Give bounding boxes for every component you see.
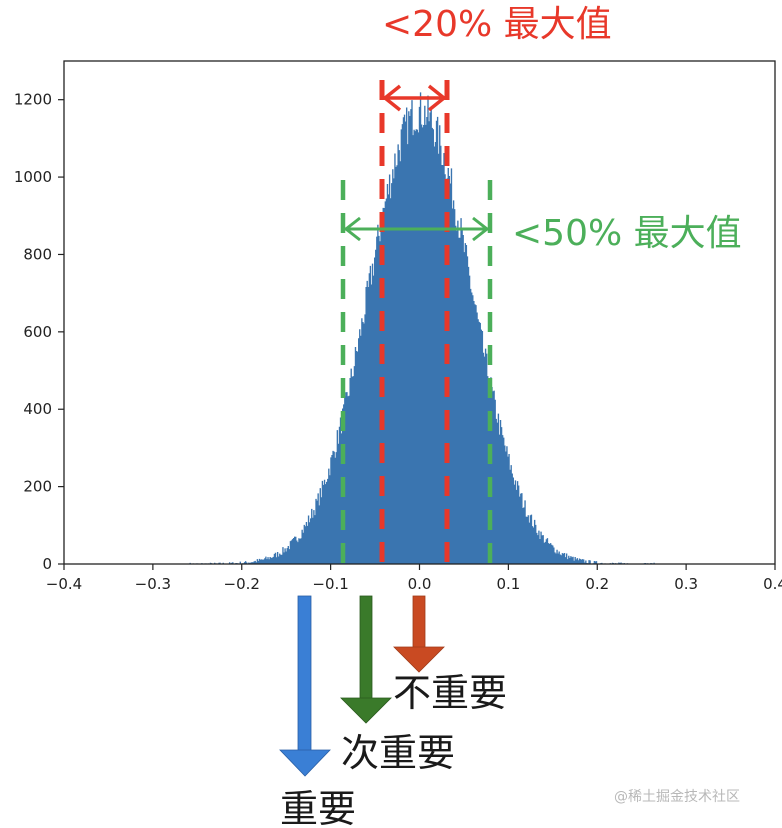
x-tick-label: 0.2 [585,575,609,593]
x-tick-label: −0.3 [135,575,171,593]
orange-arrow-icon [393,595,445,673]
importance-arrows: 不重要 次重要 重要 [279,595,507,828]
green-double-arrow [343,216,490,242]
x-tick-label: 0.4 [763,575,782,593]
x-tick-label: −0.2 [224,575,260,593]
y-tick-label: 600 [23,323,52,341]
x-axis: −0.4 −0.3 −0.2 −0.1 0.0 0.1 0.2 0.3 0.4 [46,564,782,593]
red-band-label: <20% 最大值 [382,4,612,45]
y-tick-label: 400 [23,400,52,418]
y-tick-label: 1000 [14,168,52,186]
label-secondary: 次重要 [341,731,455,775]
red-double-arrow [382,84,447,112]
label-unimportant: 不重要 [393,671,507,715]
histogram-bars [188,92,661,565]
watermark: @稀土掘金技术社区 [614,789,740,805]
x-tick-label: −0.1 [312,575,348,593]
x-tick-label: 0.1 [496,575,520,593]
green-50pct-band: <50% 最大值 [340,180,742,570]
y-tick-label: 800 [23,245,52,263]
green-arrow-icon [340,595,392,724]
blue-arrow-icon [279,595,331,777]
y-axis: 0 200 400 600 800 1000 1200 [14,91,64,573]
y-tick-label: 200 [23,478,52,496]
red-20pct-band: <20% 最大值 [379,4,612,570]
y-tick-label: 1200 [14,91,52,109]
green-band-label: <50% 最大值 [512,213,742,254]
label-important: 重要 [280,787,356,828]
x-tick-label: −0.4 [46,575,82,593]
y-tick-label: 0 [42,555,52,573]
x-tick-label: 0.3 [674,575,698,593]
x-tick-label: 0.0 [408,575,432,593]
